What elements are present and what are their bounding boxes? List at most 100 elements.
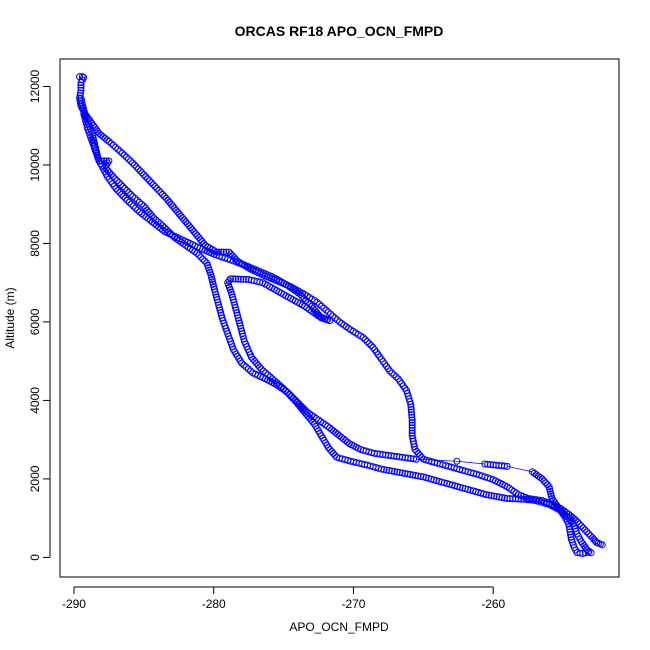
data-point — [147, 179, 155, 187]
data-point — [195, 251, 203, 259]
data-point — [298, 292, 306, 300]
data-point — [264, 371, 272, 379]
data-point — [277, 383, 285, 391]
data-point — [155, 186, 163, 194]
data-point — [129, 159, 137, 167]
data-point — [383, 466, 391, 474]
data-point — [391, 468, 399, 476]
data-point — [296, 290, 304, 298]
data-point — [134, 206, 142, 214]
data-point — [408, 411, 416, 419]
data-point — [257, 365, 265, 373]
data-point — [77, 86, 85, 94]
data-point — [408, 413, 416, 421]
data-point — [132, 163, 140, 171]
data-point — [234, 275, 242, 283]
data-point — [256, 363, 264, 371]
data-point — [359, 334, 367, 342]
data-point — [285, 391, 293, 399]
data-point — [558, 508, 566, 516]
data-point — [313, 298, 321, 306]
data-point — [136, 167, 144, 175]
data-point — [247, 276, 255, 284]
data-point — [138, 200, 146, 208]
data-points — [76, 73, 606, 557]
data-point — [123, 186, 131, 194]
data-point — [142, 173, 150, 181]
data-point — [453, 457, 461, 465]
data-point — [131, 204, 139, 212]
data-point — [232, 275, 240, 283]
data-point — [385, 467, 393, 475]
series-1 — [76, 73, 606, 549]
data-point — [158, 190, 166, 198]
data-point — [124, 155, 132, 163]
y-tick-label: 2000 — [28, 465, 42, 492]
data-point — [587, 549, 595, 557]
data-point — [119, 192, 127, 200]
data-point — [242, 363, 250, 371]
data-point — [390, 371, 398, 379]
data-point — [242, 275, 250, 283]
data-point — [408, 429, 416, 437]
data-point — [77, 79, 85, 87]
data-point — [289, 394, 297, 402]
data-point — [386, 367, 394, 375]
data-point — [404, 470, 412, 478]
data-point — [77, 84, 85, 92]
y-tick-label: 6000 — [28, 308, 42, 335]
data-point — [585, 530, 593, 538]
data-point — [239, 275, 247, 283]
x-tick-label: -290 — [62, 597, 86, 611]
x-axis: -290 -280 -270 -260 — [62, 586, 506, 611]
data-point — [542, 479, 550, 487]
data-point — [563, 512, 571, 520]
data-point — [107, 171, 115, 179]
data-point — [268, 375, 276, 383]
data-point — [129, 192, 137, 200]
data-point — [300, 294, 308, 302]
data-point — [380, 466, 388, 474]
trace-segment — [456, 460, 485, 465]
data-point — [412, 455, 420, 463]
data-point — [76, 89, 84, 97]
data-point — [490, 492, 498, 500]
data-point — [392, 373, 400, 381]
data-point — [579, 524, 587, 532]
data-point — [131, 194, 139, 202]
data-point — [414, 472, 422, 480]
data-point — [281, 387, 289, 395]
data-point — [388, 467, 396, 475]
data-point — [585, 547, 593, 555]
data-point — [120, 151, 128, 159]
data-point — [411, 471, 419, 479]
data-point — [259, 367, 267, 375]
data-point — [361, 336, 369, 344]
data-point — [318, 302, 326, 310]
data-point — [567, 530, 575, 538]
data-point — [408, 426, 416, 434]
data-point — [160, 192, 168, 200]
data-point — [408, 424, 416, 432]
data-point — [157, 188, 165, 196]
data-point — [493, 493, 501, 501]
data-point — [217, 248, 225, 256]
data-point — [115, 179, 123, 187]
data-point — [363, 338, 371, 346]
data-point — [103, 136, 111, 144]
data-point — [244, 365, 252, 373]
data-point — [197, 253, 205, 261]
data-point — [538, 475, 546, 483]
data-point — [396, 469, 404, 477]
data-point — [262, 369, 270, 377]
data-point — [407, 403, 415, 411]
data-point — [77, 81, 85, 89]
data-point — [407, 400, 415, 408]
y-tick-label: 8000 — [28, 230, 42, 257]
data-point — [333, 316, 341, 324]
data-point — [329, 312, 337, 320]
data-point — [240, 361, 248, 369]
data-point — [105, 137, 113, 145]
data-point — [324, 308, 332, 316]
data-point — [121, 194, 129, 202]
